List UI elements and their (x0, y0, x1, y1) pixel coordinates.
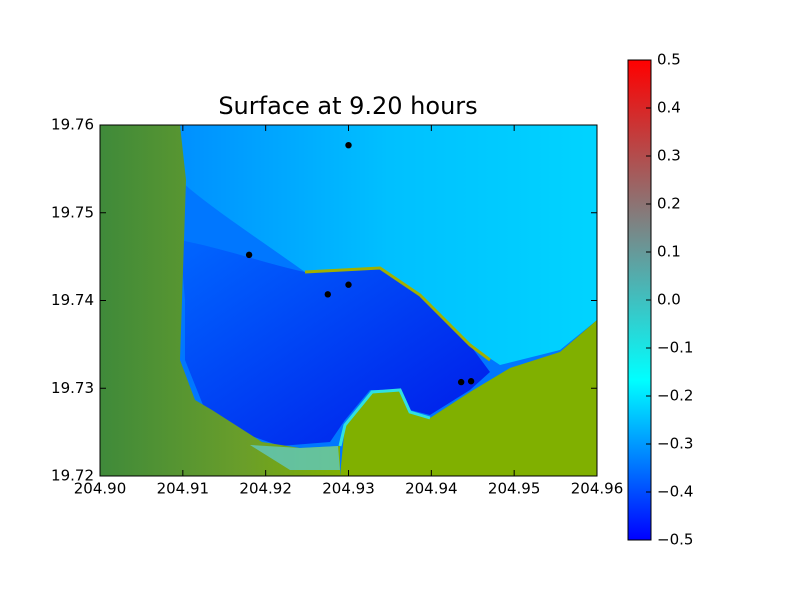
x-tick-label: 204.94 (405, 480, 458, 498)
gauge-point (324, 291, 331, 298)
x-tick-label: 204.90 (74, 480, 127, 498)
map-field (100, 125, 597, 476)
colorbar-tick-label: −0.4 (657, 483, 693, 501)
colorbar-tick-label: 0.1 (657, 243, 681, 261)
x-tick-label: 204.96 (571, 480, 624, 498)
gauge-point (245, 251, 253, 259)
y-tick-label: 19.75 (51, 203, 94, 221)
colorbar-tick-label: 0.0 (657, 291, 681, 309)
chart-title: Surface at 9.20 hours (218, 92, 477, 120)
colorbar-tick-label: 0.2 (657, 195, 681, 213)
colorbar-tick-label: 0.4 (657, 99, 681, 117)
colorbar-tick-label: −0.2 (657, 387, 693, 405)
gauge-point (457, 378, 465, 386)
colorbar-tick-label: 0.5 (657, 51, 681, 69)
colorbar-tick-label: −0.1 (657, 339, 693, 357)
colorbar-tick-label: 0.3 (657, 147, 681, 165)
y-tick-label: 19.74 (51, 291, 94, 309)
x-tick-label: 204.95 (488, 480, 541, 498)
y-tick-label: 19.72 (51, 467, 94, 485)
gauge-point (345, 141, 352, 149)
y-tick-label: 19.76 (51, 116, 94, 134)
colorbar-tick-label: −0.5 (657, 531, 693, 549)
y-tick-label: 19.73 (51, 379, 94, 397)
x-tick-label: 204.93 (322, 480, 375, 498)
x-tick-label: 204.92 (239, 480, 292, 498)
gauge-point (467, 378, 475, 385)
x-tick-label: 204.91 (157, 480, 210, 498)
colorbar-tick-label: −0.3 (657, 435, 693, 453)
gauge-point (345, 281, 352, 288)
